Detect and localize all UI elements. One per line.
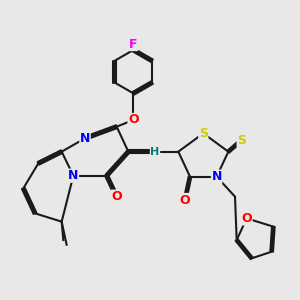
Text: S: S xyxy=(199,127,208,140)
Text: N: N xyxy=(68,169,79,182)
Text: O: O xyxy=(111,190,122,203)
Text: O: O xyxy=(180,194,190,206)
Text: O: O xyxy=(128,113,139,127)
Text: O: O xyxy=(242,212,252,225)
Text: N: N xyxy=(212,170,222,183)
Text: H: H xyxy=(150,147,160,157)
Text: N: N xyxy=(80,132,90,145)
Text: S: S xyxy=(237,134,246,146)
Text: F: F xyxy=(129,38,138,50)
